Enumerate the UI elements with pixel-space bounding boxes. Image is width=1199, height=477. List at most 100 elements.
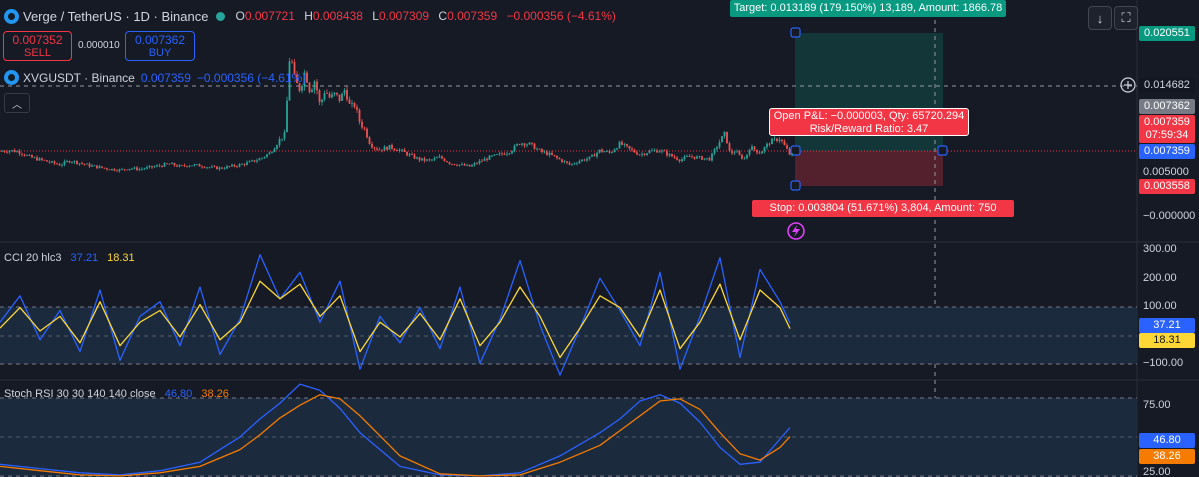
stoch-k-badge: 46.80: [1139, 433, 1195, 448]
collapse-legend-button[interactable]: ︿: [4, 93, 30, 113]
alert-bolt-icon[interactable]: [787, 222, 805, 240]
candle-body: [553, 154, 556, 156]
target-price-badge: 0.020551: [1139, 26, 1195, 41]
candle-body: [558, 157, 561, 160]
candle-body: [68, 161, 71, 163]
stoch-d-line[interactable]: [0, 394, 791, 477]
stoch-legend[interactable]: Stoch RSI 30 30 140 140 close 46.80 38.2…: [4, 388, 229, 400]
candle-body: [716, 147, 718, 150]
candle-body: [38, 158, 41, 161]
entry-handle[interactable]: [790, 145, 801, 156]
candle-body: [473, 163, 476, 166]
candle-body: [618, 141, 621, 149]
candle-body: [661, 150, 663, 152]
candle-body: [623, 144, 626, 145]
candle-body: [426, 159, 428, 161]
candle-body: [651, 150, 653, 152]
stoch-k-line[interactable]: [0, 383, 791, 477]
candle-body: [271, 152, 273, 153]
stop-label[interactable]: Stop: 0.003804 (51.671%) 3,804, Amount: …: [752, 200, 1014, 217]
candle-body: [76, 160, 78, 164]
candle-body: [461, 164, 463, 165]
candle-body: [116, 170, 118, 172]
cci-line[interactable]: [0, 254, 791, 376]
candle-body: [731, 150, 733, 154]
stop-handle[interactable]: [790, 180, 801, 191]
buy-button[interactable]: 0.007362 BUY: [125, 31, 195, 61]
symbol-header[interactable]: Verge / TetherUS · 1D · Binance O0.00772…: [4, 6, 622, 26]
candle-body: [303, 72, 306, 86]
candle-body: [371, 143, 373, 148]
target-handle[interactable]: [790, 27, 801, 38]
cci-ma-line[interactable]: [0, 280, 791, 359]
candle-body: [131, 168, 133, 170]
crosshair-price-badge: 0.014682: [1139, 78, 1195, 93]
symbol-title[interactable]: Verge / TetherUS · 1D · Binance: [23, 8, 209, 24]
candle-body: [638, 154, 641, 156]
candle-body: [136, 167, 138, 170]
download-button[interactable]: ↓: [1088, 6, 1112, 30]
candle-body: [81, 163, 83, 164]
candle-body: [443, 158, 446, 162]
candle-body: [46, 160, 48, 162]
candle-body: [418, 157, 421, 161]
risk-reward-line: Risk/Reward Ratio: 3.47: [809, 123, 929, 135]
candle-body: [513, 145, 516, 152]
cci-ma-value: 18.31: [107, 252, 135, 264]
candle-body: [756, 149, 758, 153]
candle-body: [293, 62, 296, 75]
target-label[interactable]: Target: 0.013189 (179.150%) 13,189, Amou…: [730, 0, 1006, 17]
pnl-label[interactable]: Open P&L: −0.000003, Qty: 65720.294 Risk…: [769, 108, 969, 136]
candle-body: [328, 93, 331, 98]
stoch-d-badge: 38.26: [1139, 449, 1195, 464]
candle-body: [71, 162, 73, 163]
candle-body: [663, 150, 666, 152]
candle-body: [83, 163, 86, 165]
candle-body: [161, 165, 163, 167]
chevron-up-icon: ︿: [12, 99, 22, 111]
candle-body: [286, 100, 288, 133]
stop-zone[interactable]: [795, 151, 943, 186]
candle-body: [781, 139, 783, 142]
candle-body: [201, 166, 203, 168]
candle-body: [596, 152, 598, 157]
candle-body: [486, 158, 488, 160]
candle-body: [743, 158, 746, 160]
candle-body: [773, 138, 776, 140]
candle-body: [18, 151, 21, 154]
add-alert-icon[interactable]: [1120, 77, 1136, 93]
candle-body: [628, 145, 631, 149]
candle-body: [258, 158, 261, 161]
candle-body: [166, 163, 168, 165]
candle-body: [583, 159, 586, 161]
fullscreen-button[interactable]: ⛶: [1114, 6, 1138, 30]
candle-body: [451, 163, 453, 165]
candle-body: [736, 151, 738, 153]
candle-body: [146, 167, 148, 169]
candle-body: [141, 168, 143, 170]
candle-body: [348, 99, 351, 104]
sell-button[interactable]: 0.007352 SELL: [3, 31, 72, 61]
candle-body: [488, 155, 491, 160]
candle-body: [546, 151, 548, 156]
width-handle[interactable]: [937, 145, 948, 156]
candle-body: [493, 154, 496, 156]
price-tick: 0.005000: [1143, 166, 1189, 178]
cci-legend[interactable]: CCI 20 hlc3 37.21 18.31: [4, 252, 135, 264]
candle-body: [593, 154, 596, 157]
buy-price: 0.007362: [134, 33, 186, 47]
candle-body: [353, 102, 356, 108]
candle-body: [606, 151, 608, 152]
candle-body: [206, 167, 208, 169]
compare-symbol-legend[interactable]: XVGUSDT · Binance 0.007359 −0.000356 (−4…: [4, 70, 306, 85]
candle-body: [636, 152, 638, 155]
candle-body: [336, 92, 338, 95]
candle-body: [123, 168, 126, 170]
candle-body: [381, 149, 383, 151]
compare-price: 0.007359: [140, 70, 191, 85]
candle-body: [48, 161, 51, 163]
candle-body: [316, 81, 318, 91]
open-value: 0.007721: [244, 9, 295, 23]
candle-body: [41, 158, 43, 160]
